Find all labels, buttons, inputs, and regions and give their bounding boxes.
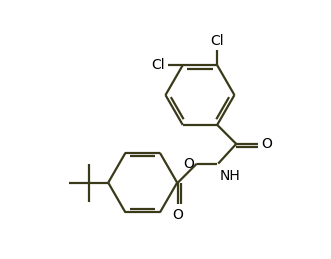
Text: O: O	[183, 157, 194, 171]
Text: O: O	[172, 208, 183, 222]
Text: NH: NH	[220, 169, 241, 183]
Text: Cl: Cl	[152, 58, 166, 72]
Text: O: O	[261, 137, 272, 151]
Text: Cl: Cl	[211, 34, 224, 48]
